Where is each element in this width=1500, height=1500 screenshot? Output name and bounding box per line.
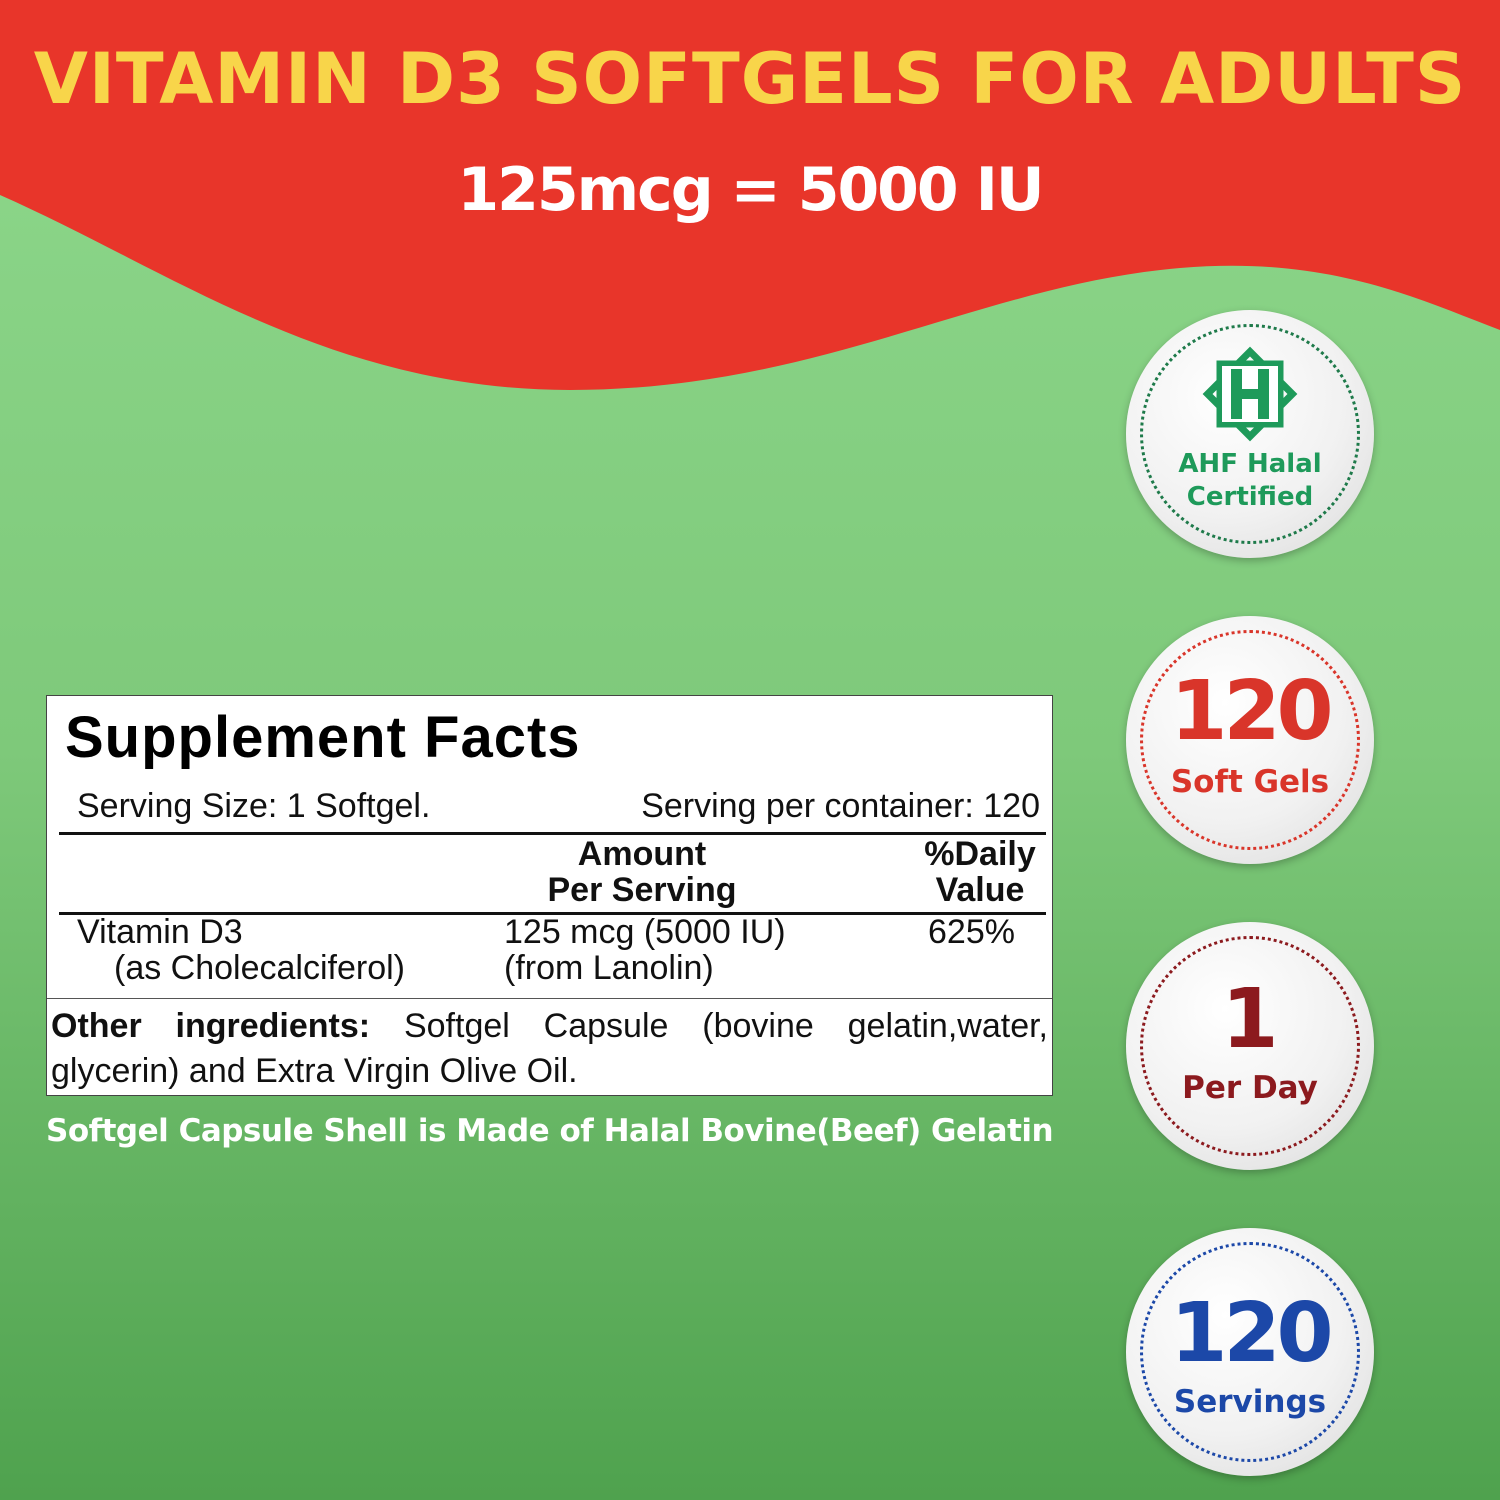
divider — [59, 912, 1046, 915]
halal-h-star-icon — [1202, 346, 1298, 442]
gelatin-note: Softgel Capsule Shell is Made of Halal B… — [46, 1113, 1054, 1149]
per-day-badge: 1 Per Day — [1126, 922, 1374, 1170]
divider — [47, 998, 1052, 999]
supplement-facts-panel: Supplement Facts Serving Size: 1 Softgel… — [46, 695, 1053, 1096]
servings-per-container: Serving per container: 120 — [641, 787, 1040, 825]
nutrient-name: Vitamin D3 (as Cholecalciferol) — [77, 913, 405, 987]
nutrient-dv: 625% — [928, 913, 1015, 951]
col-daily-value: %Daily Value — [924, 835, 1036, 909]
headline: VITAMIN D3 SOFTGELS FOR ADULTS — [33, 38, 1467, 120]
serving-size: Serving Size: 1 Softgel. — [77, 787, 431, 825]
servings-badge: 120 Servings — [1126, 1228, 1374, 1476]
dosage-subtitle: 125mcg = 5000 IU — [457, 155, 1044, 225]
halal-badge: AHF Halal Certified — [1126, 310, 1374, 558]
softgel-count-badge: 120 Soft Gels — [1126, 616, 1374, 864]
col-amount: Amount Per Serving — [547, 835, 737, 909]
other-ingredients: Other ingredients: Softgel Capsule (bovi… — [51, 1007, 1048, 1045]
facts-heading: Supplement Facts — [65, 705, 581, 770]
other-ingredients-cont: glycerin) and Extra Virgin Olive Oil. — [51, 1052, 578, 1090]
divider — [59, 832, 1046, 835]
nutrient-amount: 125 mcg (5000 IU) (from Lanolin) — [504, 913, 786, 987]
